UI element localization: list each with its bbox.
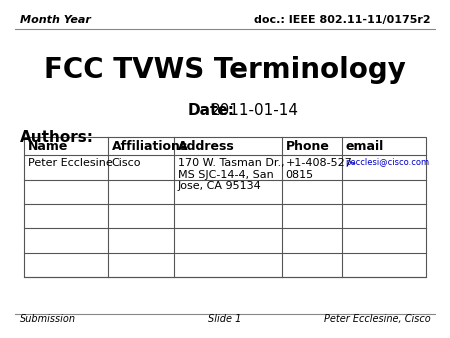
Text: Date:: Date: <box>188 103 235 118</box>
Text: 170 W. Tasman Dr.,
MS SJC-14-4, San
Jose, CA 95134: 170 W. Tasman Dr., MS SJC-14-4, San Jose… <box>177 158 284 191</box>
Text: Name: Name <box>27 140 68 153</box>
Text: Submission: Submission <box>20 314 76 324</box>
Bar <box>24 137 426 277</box>
Text: Slide 1: Slide 1 <box>208 314 242 324</box>
Text: Cisco: Cisco <box>112 158 141 168</box>
Text: email: email <box>346 140 384 153</box>
Text: Month Year: Month Year <box>20 15 90 25</box>
Text: doc.: IEEE 802.11-11/0175r2: doc.: IEEE 802.11-11/0175r2 <box>254 15 430 25</box>
Text: pecclesi@cisco.com: pecclesi@cisco.com <box>346 158 430 167</box>
Text: Peter Ecclesine: Peter Ecclesine <box>27 158 112 168</box>
Text: Phone: Phone <box>285 140 329 153</box>
Text: Peter Ecclesine, Cisco: Peter Ecclesine, Cisco <box>324 314 430 324</box>
Text: +1-408-527-
0815: +1-408-527- 0815 <box>285 158 356 180</box>
Text: Authors:: Authors: <box>20 130 94 145</box>
Text: Address: Address <box>177 140 234 153</box>
Text: Affiliations: Affiliations <box>112 140 188 153</box>
Text: 2011-01-14: 2011-01-14 <box>211 103 299 118</box>
Text: FCC TVWS Terminology: FCC TVWS Terminology <box>44 56 406 84</box>
